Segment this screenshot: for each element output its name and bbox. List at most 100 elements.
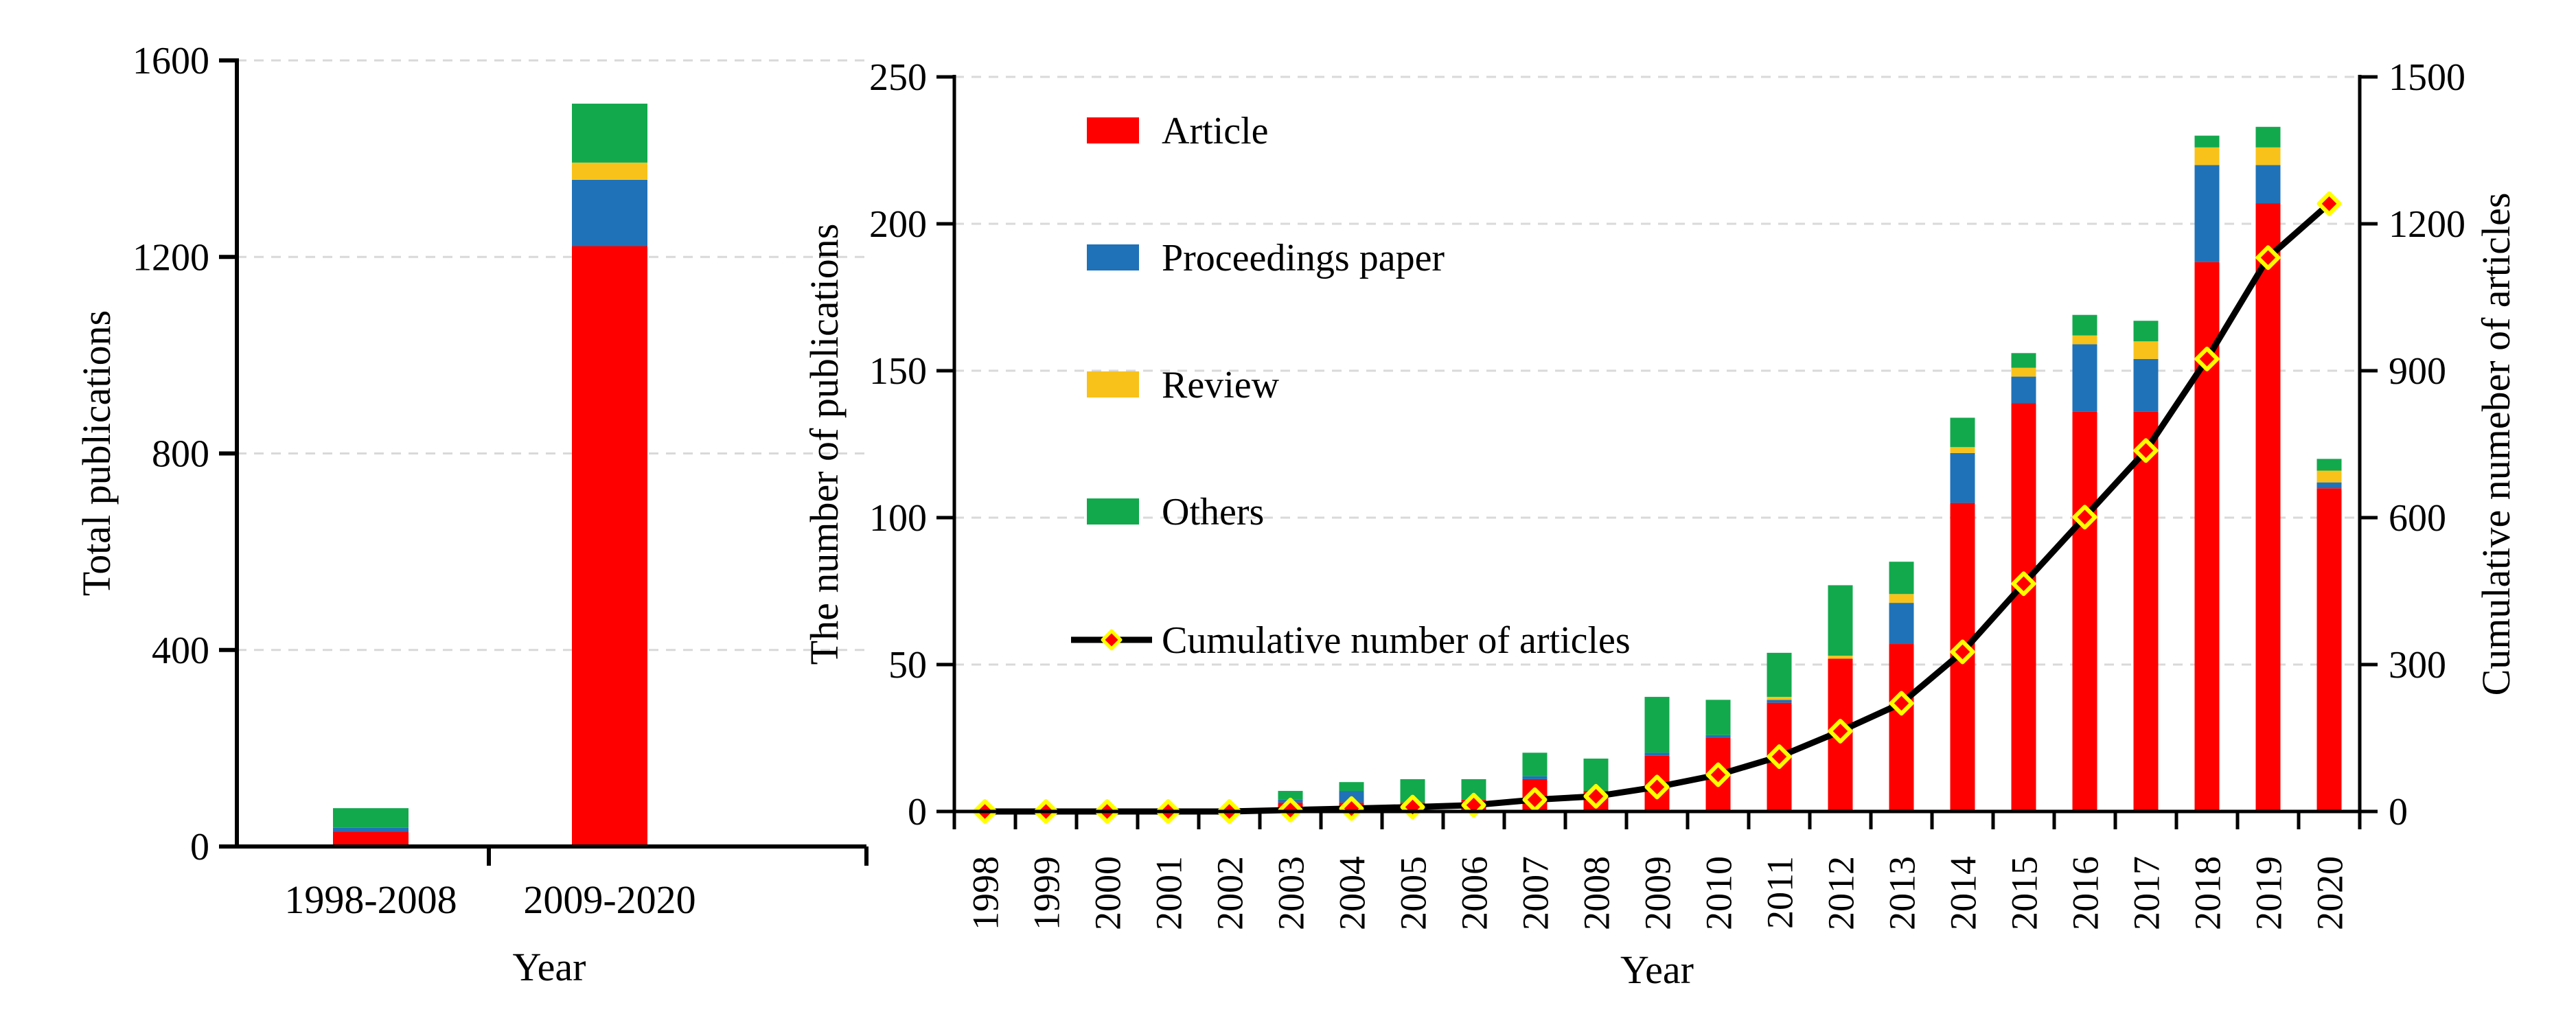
x-tick-label-2001: 2001 [1149,856,1190,930]
cumulative-marker-2020 [2316,191,2342,216]
bar-2007-proceedings-paper [1522,776,1548,779]
bar-2017-proceedings-paper [2133,358,2159,412]
cumulative-marker-2016 [2072,505,2097,530]
bar-2012-others [1828,585,1853,656]
y-tick-label-left-250: 250 [869,56,927,99]
bar-2010-proceedings-paper [1705,735,1731,738]
y-tick-label-left-0: 0 [908,791,927,833]
bar-2015-review [2011,367,2036,377]
cumulative-marker-2019 [2255,245,2281,270]
bar-2018-review [2194,147,2220,165]
bar-2012-review [1828,656,1853,659]
x-tick-label-2015: 2015 [2004,856,2045,930]
bar-2016-article [2072,411,2097,811]
y-tick-label-left-200: 200 [869,203,927,246]
y-axis-title-left: The number of publications [802,224,847,665]
left-chart: 0 400 800 1200 1600 1998-2008 2009-2020 Year Tot… [74,40,869,989]
bar-2019-article [2255,203,2281,811]
y-tick-label-800: 800 [152,433,209,476]
cumulative-marker-2010 [1705,762,1731,787]
legend-item-proceedings-paper: Proceedings paper [1087,237,1445,279]
bar-2003-others [1278,791,1303,800]
bar-2011-review [1767,697,1792,700]
bar-2014-proceedings-paper [1950,452,1975,503]
y-tick-label-left-50: 50 [888,644,927,687]
bar-2013-proceedings-paper [1889,603,1914,645]
legend: Article Proceedings paper Review Others Cumu… [1071,110,1631,662]
x-tick-label-2012: 2012 [1821,856,1862,930]
bar-2009-others [1644,697,1670,753]
bar-2009-2020-review [572,162,647,180]
bar-1998-2008-others [333,808,409,828]
bar-2009-2020-article [572,246,647,847]
bar-2009-proceedings-paper [1644,752,1670,756]
x-tick-label-1998-2008: 1998-2008 [284,877,457,922]
legend-label-others: Others [1162,491,1264,533]
x-tick-label-2009: 2009 [1637,856,1679,930]
bar-2010-others [1705,700,1731,735]
bar-2014-review [1950,447,1975,453]
x-tick-label-2000: 2000 [1088,856,1129,930]
bar-2014-others [1950,417,1975,448]
legend-swatch-others [1087,498,1139,525]
x-tick-label-1998: 1998 [965,856,1007,930]
bar-2013-others [1889,562,1914,595]
x-tick-label-2016: 2016 [2065,856,2106,930]
bar-2017-article [2133,411,2159,811]
y-tick-label-0: 0 [190,826,209,868]
x-tick-label-1999: 1999 [1026,856,1068,930]
x-tick-label-2004: 2004 [1332,856,1373,930]
x-tick-label-2009-2020: 2009-2020 [523,877,695,922]
bar-2017-others [2133,321,2159,342]
cumulative-marker-2008 [1583,783,1609,809]
x-tick-label-2020: 2020 [2310,856,2351,930]
legend-swatch-article [1087,117,1139,143]
legend-label-cumulative-number-of-articles: Cumulative number of articles [1162,619,1631,662]
bar-2018-others [2194,135,2220,148]
x-tick-label-2008: 2008 [1576,856,1618,930]
x-tick-label-2003: 2003 [1271,856,1312,930]
y-axis-title-right: Cumulative numeber of articles [2474,193,2518,696]
y-tick-label-1600: 1600 [133,40,209,82]
bar-2004-others [1339,782,1364,792]
bar-2019-proceedings-paper [2255,165,2281,204]
bar-1998-2008-proceedings-paper [333,827,409,832]
x-tick-label-2014: 2014 [1943,856,1984,930]
x-tick-label-2017: 2017 [2126,856,2167,930]
x-axis-title: Year [513,945,586,989]
legend-swatch-proceedings-paper [1087,244,1139,270]
bar-2013-review [1889,594,1914,603]
bar-2009-2020-others [572,103,647,163]
bar-2016-proceedings-paper [2072,344,2097,412]
bar-2013-article [1889,644,1914,811]
bar-2011-others [1767,652,1792,698]
y-tick-label-right-600: 600 [2389,497,2446,540]
bar-2020-others [2316,459,2342,471]
x-tick-label-2007: 2007 [1515,856,1556,930]
cumulative-marker-2013 [1889,691,1914,716]
cumulative-marker-2014 [1950,639,1975,665]
y-tick-label-right-300: 300 [2389,644,2446,687]
legend-item-review: Review [1087,364,1280,406]
bar-2020-article [2316,488,2342,811]
bar-2016-review [2072,335,2097,345]
x-axis-title: Year [1620,947,1694,992]
cumulative-marker-2012 [1828,719,1853,744]
bar-2007-others [1522,752,1548,776]
y-tick-label-right-1500: 1500 [2389,56,2465,99]
y-axis-title: Total publications [74,310,119,596]
bar-2019-review [2255,147,2281,165]
right-chart: 0 50 100 150 200 250 0 300 600 900 1200 1500 1998 199… [802,56,2518,992]
cumulative-marker-2015 [2011,571,2036,597]
x-tick-label-2002: 2002 [1210,856,1251,930]
y-tick-label-left-150: 150 [869,350,927,393]
bar-2015-proceedings-paper [2011,376,2036,404]
bar-2015-others [2011,353,2036,368]
bar-2011-proceedings-paper [1767,700,1792,703]
x-tick-label-2006: 2006 [1454,856,1495,930]
legend-marker-diamond [1101,629,1123,651]
cumulative-marker-2004 [1339,796,1364,821]
y-tick-label-400: 400 [152,630,209,672]
